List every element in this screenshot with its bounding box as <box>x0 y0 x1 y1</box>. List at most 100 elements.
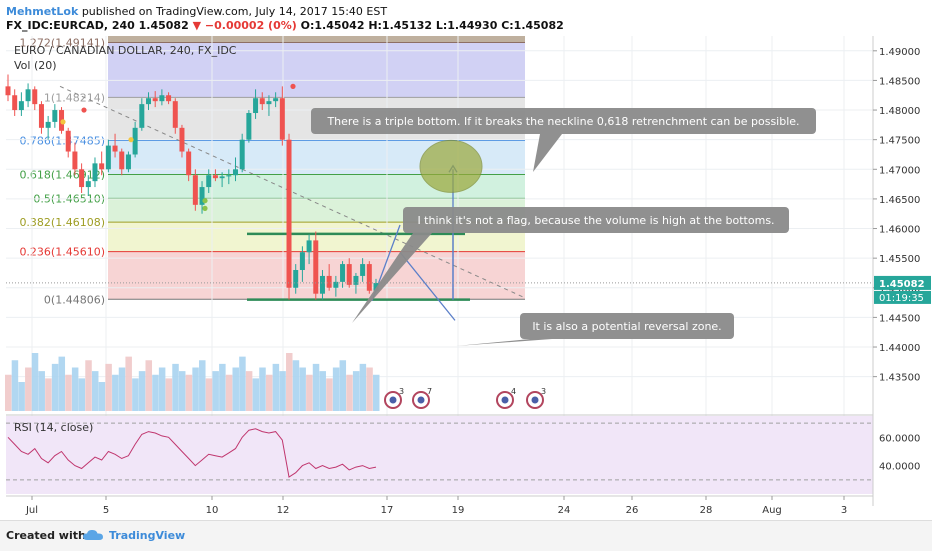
candle-body <box>152 98 158 102</box>
candle-body <box>179 127 185 152</box>
y-tick-label: 1.45500 <box>879 254 920 265</box>
volume-bar <box>339 360 347 411</box>
fib-zone-top <box>108 36 525 43</box>
footer: Created with TradingView <box>0 520 932 551</box>
rsi-label: RSI (14, close) <box>14 421 93 434</box>
fib-label: 0.236(1.45610) <box>19 246 105 259</box>
price-chart[interactable]: 1.272(1.49141) 1(1.48214) 0.786(1.47485) 0.… <box>0 36 932 520</box>
callout-tail <box>352 233 432 323</box>
published-text: published on TradingView.com, July 14, 2… <box>81 5 388 18</box>
volume-bar <box>272 363 280 411</box>
signal-dot <box>290 83 296 89</box>
volume-bar <box>299 367 306 411</box>
axes: 1.49000 1.48500 1.48000 1.47500 1.47000 1.465… <box>6 36 931 516</box>
event-flag-icon <box>417 396 425 404</box>
candle-body <box>299 252 305 271</box>
rsi-tick-label: 60.0000 <box>879 433 920 444</box>
x-tick-label: 3 <box>841 505 847 516</box>
x-tick-label: 17 <box>381 505 394 516</box>
volume-bar <box>138 371 146 411</box>
volume-bar <box>319 371 326 411</box>
candle-body <box>52 110 58 122</box>
symbol-line: FX_IDC:EURCAD, 240 1.45082 ▼ −0.00002 (0… <box>6 19 564 32</box>
candle-body <box>366 264 372 291</box>
volume-bar <box>192 367 199 411</box>
candle-body <box>326 275 332 288</box>
candle-body <box>286 139 292 288</box>
volume-bar <box>205 378 213 411</box>
volume-bar <box>252 378 260 411</box>
callout-text: It is also a potential reversal zone. <box>532 320 721 333</box>
candle-body <box>212 175 218 179</box>
volume-bar <box>219 363 226 411</box>
chart-title: EURO / CANADIAN DOLLAR, 240, FX_IDC <box>14 44 237 57</box>
candle-body <box>25 89 31 102</box>
volume-bar <box>326 378 333 411</box>
y-tick-label: 1.46000 <box>879 225 920 236</box>
candle-body <box>105 145 111 170</box>
volume-bar <box>118 367 126 411</box>
x-tick-label: 19 <box>452 505 465 516</box>
volume-bar <box>185 374 193 411</box>
volume-bar <box>78 378 86 411</box>
signal-dot <box>60 119 66 125</box>
candle-body <box>273 98 279 102</box>
candle-body <box>219 176 225 179</box>
candle-body <box>139 104 145 128</box>
tradingview-brand[interactable]: TradingView <box>109 529 186 542</box>
event-count: 3 <box>399 387 404 396</box>
candle-body <box>199 187 205 205</box>
x-tick-label: 24 <box>558 505 571 516</box>
y-tick-label: 1.44000 <box>879 343 920 354</box>
candle-body <box>99 163 105 170</box>
candle-body <box>119 151 125 170</box>
signal-dot <box>81 107 87 113</box>
y-tick-label: 1.44500 <box>879 313 920 324</box>
candle-body <box>146 98 152 105</box>
candle-body <box>346 264 352 285</box>
x-tick-label: 26 <box>626 505 639 516</box>
candle-body <box>32 89 38 105</box>
volume-bar <box>145 360 153 411</box>
volume-bar <box>332 367 340 411</box>
y-tick-label: 1.49000 <box>879 47 920 58</box>
volume-bar <box>125 356 132 411</box>
volume-bar <box>45 378 52 411</box>
candle-body <box>206 175 212 188</box>
fib-label: 0(1.44806) <box>44 293 105 306</box>
candle-body <box>306 240 312 253</box>
fib-label: 1(1.48214) <box>44 91 105 104</box>
x-tick-label: 5 <box>103 505 109 516</box>
volume-bar <box>352 371 360 411</box>
signal-dot <box>128 137 134 143</box>
y-tick-label: 1.43500 <box>879 373 920 384</box>
y-tick-label: 1.48000 <box>879 106 920 117</box>
volume-bar <box>58 356 66 411</box>
candle-body <box>159 95 165 102</box>
candle-body <box>333 281 339 288</box>
candle-body <box>5 86 11 96</box>
x-tick-label: 10 <box>206 505 219 516</box>
volume-label: Vol (20) <box>14 59 57 72</box>
author-link[interactable]: MehmetLok <box>6 5 79 18</box>
ohlc-values: O:1.45042 H:1.45132 L:1.44930 C:1.45082 <box>300 19 564 32</box>
candle-body <box>79 169 85 188</box>
volume-bar <box>172 363 179 411</box>
price-change: −0.00002 (0%) <box>204 19 297 32</box>
y-tick-label: 1.46500 <box>879 195 920 206</box>
tradingview-logo-icon <box>83 529 103 540</box>
down-arrow-icon: ▼ <box>192 19 202 32</box>
volume-bar <box>18 382 25 411</box>
symbol-name: FX_IDC:EURCAD, 240 <box>6 19 135 32</box>
rsi-tick-label: 40.0000 <box>879 462 920 473</box>
candle-body <box>172 101 178 128</box>
candle-body <box>112 145 118 152</box>
volume-bar <box>98 382 106 411</box>
volume-bar <box>112 374 119 411</box>
volume-bar <box>51 363 59 411</box>
last-price-tag <box>874 275 931 290</box>
candle-body <box>259 98 265 105</box>
countdown-label: 01:19:35 <box>879 293 924 304</box>
event-flag-icon <box>389 396 397 404</box>
rsi-line <box>7 428 377 478</box>
